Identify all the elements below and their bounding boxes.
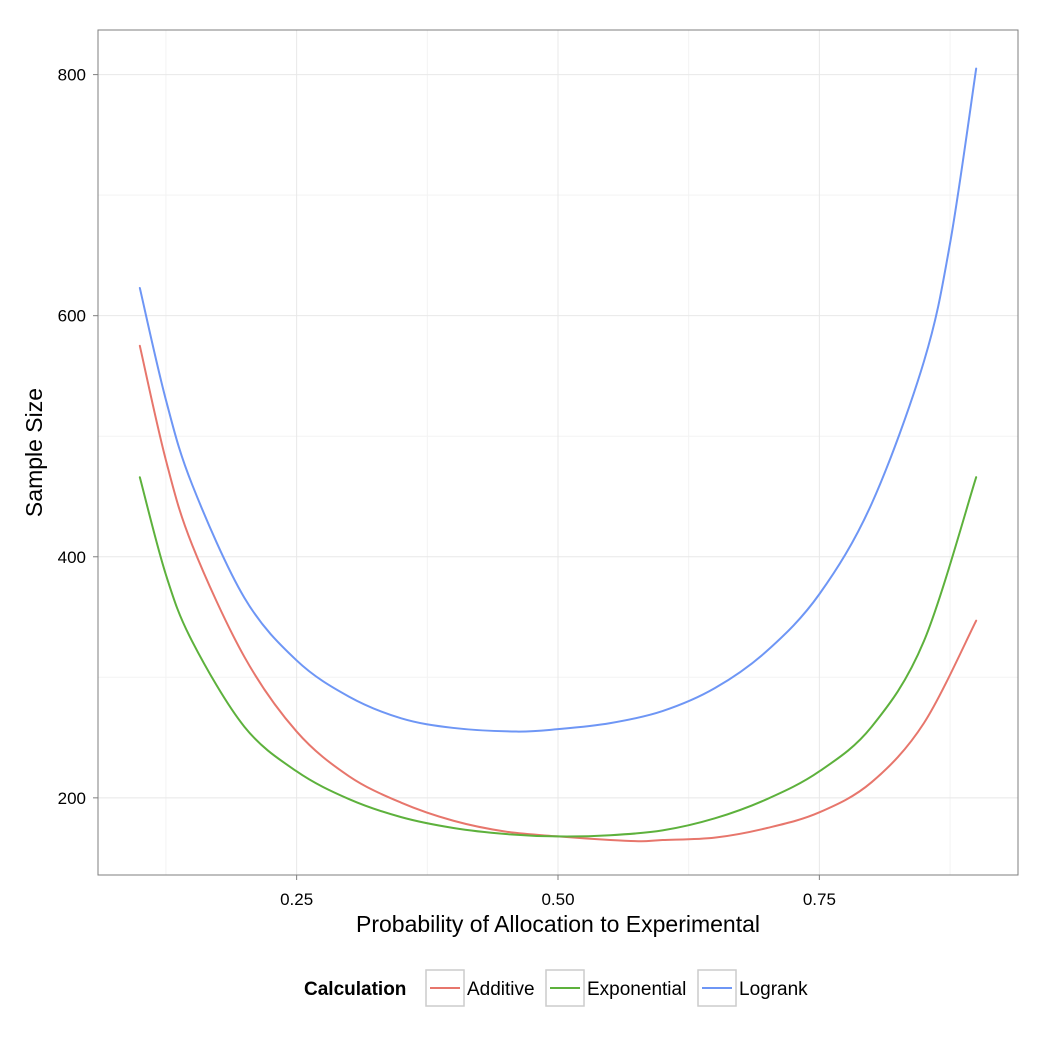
x-tick-label: 0.75 xyxy=(803,890,836,909)
x-axis-title: Probability of Allocation to Experimenta… xyxy=(356,911,760,937)
y-tick-label: 400 xyxy=(58,548,86,567)
grid-lines xyxy=(98,30,1018,875)
x-tick-label: 0.50 xyxy=(541,890,574,909)
legend-label-exponential: Exponential xyxy=(587,979,686,1000)
legend-label-logrank: Logrank xyxy=(739,979,808,1000)
series-line-exponential xyxy=(138,476,978,838)
series-lines xyxy=(138,67,978,843)
legend: Calculation Additive Exponential Logrank xyxy=(304,969,808,1007)
legend-label-additive: Additive xyxy=(467,979,535,1000)
y-axis-title: Sample Size xyxy=(21,388,47,517)
y-tick-label: 600 xyxy=(58,307,86,326)
y-tick-label: 800 xyxy=(58,66,86,85)
x-tick-label: 0.25 xyxy=(280,890,313,909)
legend-title: Calculation xyxy=(304,979,406,1000)
y-tick-label: 200 xyxy=(58,789,86,808)
axis-ticks: 0.25 0.50 0.75 200 400 600 800 xyxy=(58,66,836,909)
series-line-logrank xyxy=(138,67,978,733)
